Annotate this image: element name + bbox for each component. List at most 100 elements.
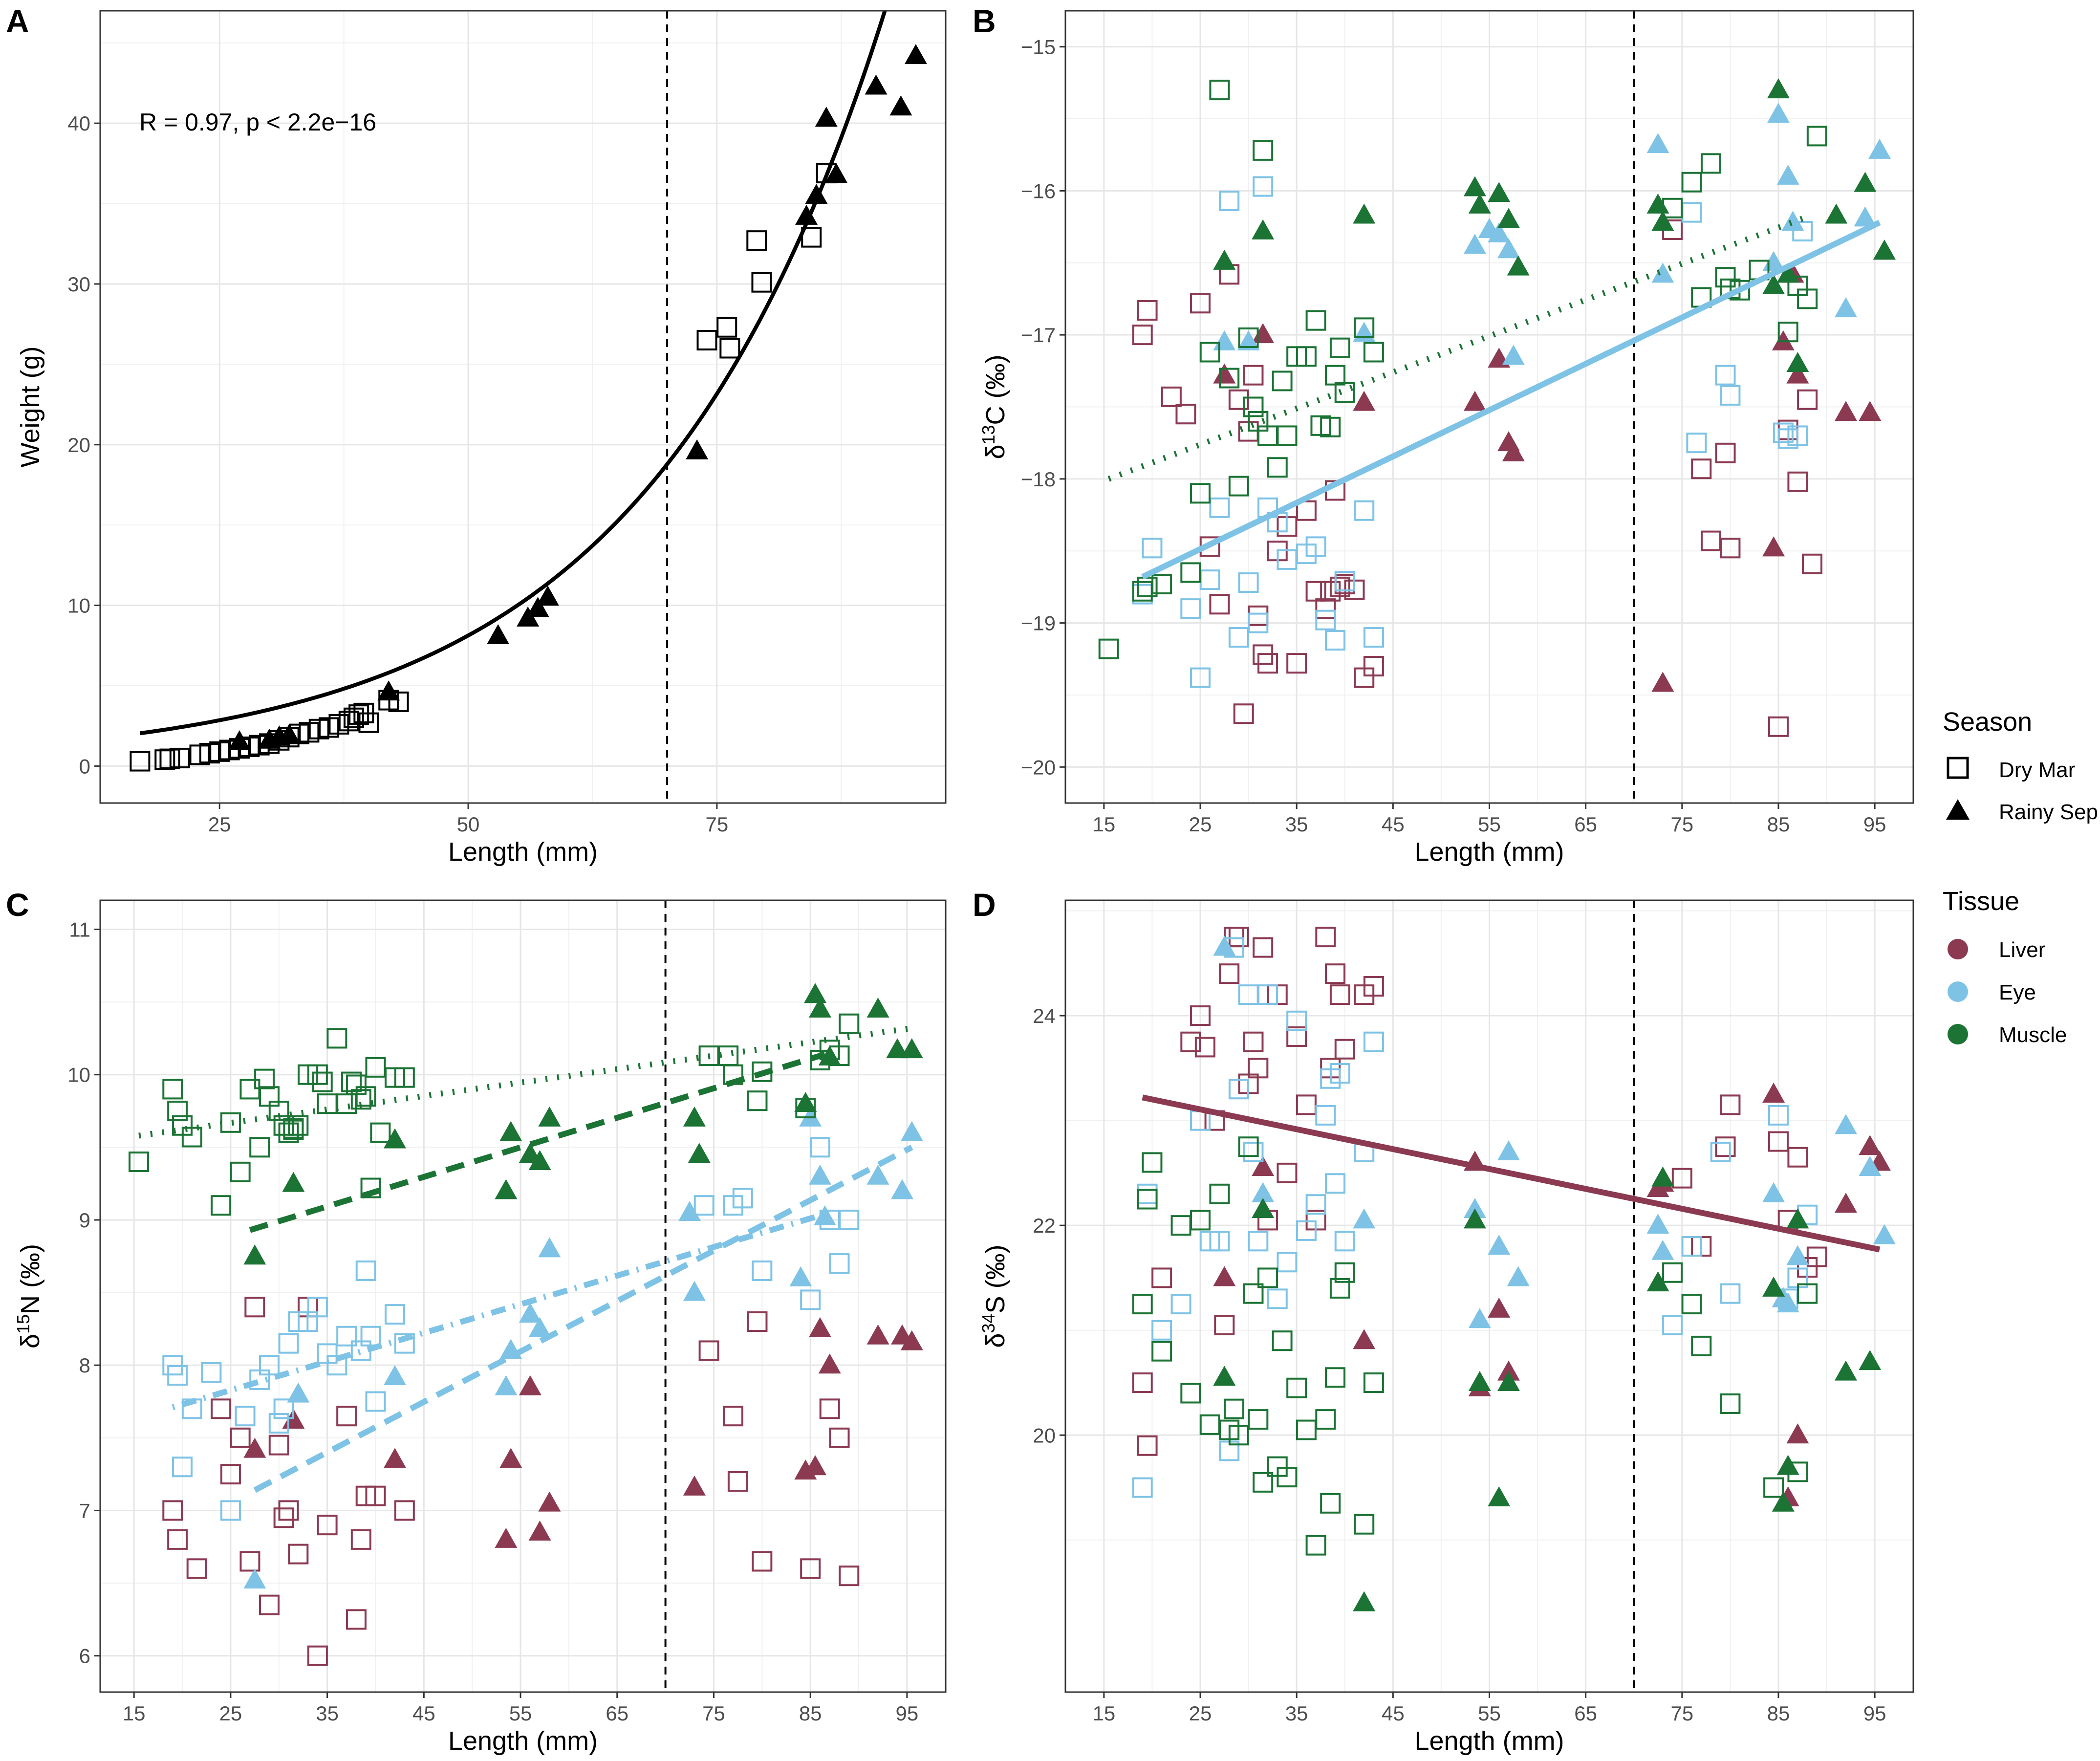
point-liver-dry-mar (1787, 1147, 1808, 1168)
point-rainy-sep (377, 680, 400, 701)
point-eye-rainy-sep (678, 1201, 701, 1221)
point-eye-dry-mar (394, 1333, 415, 1354)
x-tick-label: 55 (1478, 1702, 1501, 1725)
point-liver-rainy-sep (538, 1491, 561, 1512)
point-liver-rainy-sep (1213, 363, 1236, 384)
y-tick-label: 11 (69, 918, 90, 941)
point-liver-dry-mar (259, 1594, 280, 1615)
y-tick-label: −18 (1021, 468, 1056, 491)
point-rainy-sep (889, 95, 912, 116)
point-liver-rainy-sep (1252, 1156, 1275, 1176)
point-muscle-rainy-sep (1463, 176, 1486, 196)
point-eye-rainy-sep (1834, 1114, 1857, 1134)
point-eye-rainy-sep (287, 1382, 310, 1403)
point-liver-dry-mar (752, 1551, 773, 1572)
point-muscle-dry-mar (1315, 1409, 1336, 1430)
point-liver-dry-mar (1253, 937, 1274, 958)
x-tick-label: 35 (316, 1702, 339, 1725)
point-liver-rainy-sep (1353, 1329, 1376, 1349)
point-eye-dry-mar (1170, 1294, 1191, 1315)
point-liver-dry-mar (1277, 1162, 1298, 1183)
fit-line-muscle-dotted (138, 1025, 912, 1139)
point-muscle-rainy-sep (818, 1045, 841, 1066)
point-liver-dry-mar (1132, 1372, 1153, 1393)
point-liver-dry-mar (239, 1551, 260, 1572)
y-axis-title: δ13C (‰) (978, 354, 1011, 459)
point-muscle-dry-mar (162, 1079, 183, 1100)
x-tick-label: 75 (1670, 813, 1693, 836)
point-eye-dry-mar (752, 1260, 773, 1281)
point-muscle-dry-mar (1296, 1419, 1317, 1440)
point-eye-dry-mar (201, 1362, 222, 1383)
point-muscle-rainy-sep (1854, 172, 1877, 192)
point-liver-rainy-sep (499, 1448, 522, 1468)
panel-a-weight-vs-length: 25 50 75 0 10 20 30 40 Length (mm) Weight (g) R = … (16, 10, 947, 867)
point-muscle-rainy-sep (495, 1179, 518, 1199)
point-liver-dry-mar (839, 1565, 860, 1587)
point-eye-dry-mar (1180, 598, 1201, 619)
point-eye-rainy-sep (1859, 1156, 1882, 1176)
point-muscle-dry-mar (1257, 1267, 1278, 1288)
point-muscle-dry-mar (1363, 342, 1384, 363)
point-muscle-dry-mar (718, 1045, 739, 1066)
point-liver-dry-mar (829, 1427, 850, 1448)
point-liver-dry-mar (162, 1500, 183, 1521)
point-eye-rainy-sep (1651, 1239, 1674, 1260)
point-muscle-dry-mar (1363, 1372, 1384, 1393)
panel-tag-d: D (973, 887, 996, 923)
point-eye-dry-mar (1142, 538, 1163, 559)
point-muscle-rainy-sep (804, 983, 827, 1003)
point-liver-dry-mar (211, 1398, 232, 1419)
x-tick-label: 45 (412, 1702, 435, 1725)
point-muscle-dry-mar (1296, 346, 1317, 367)
point-eye-dry-mar (800, 1289, 821, 1310)
point-liver-dry-mar (1248, 1058, 1269, 1079)
point-muscle-dry-mar (1681, 1294, 1702, 1315)
x-tick-label: 25 (208, 813, 231, 836)
x-tick-label: 95 (896, 1702, 919, 1725)
point-muscle-dry-mar (1700, 153, 1721, 174)
point-eye-dry-mar (355, 1260, 376, 1281)
point-muscle-dry-mar (1305, 310, 1326, 331)
point-muscle-dry-mar (1190, 483, 1211, 504)
x-tick-label: 45 (1382, 1702, 1405, 1725)
point-eye-dry-mar (1257, 984, 1278, 1005)
x-tick-label: 15 (123, 1702, 146, 1725)
point-eye-dry-mar (220, 1500, 241, 1521)
point-liver-rainy-sep (900, 1330, 923, 1350)
legend-label-eye: Eye (1999, 980, 2036, 1004)
point-eye-rainy-sep (1213, 935, 1236, 956)
x-tick-label: 55 (509, 1702, 532, 1725)
point-muscle-dry-mar (1219, 368, 1240, 389)
point-muscle-rainy-sep (1497, 208, 1520, 228)
point-muscle-rainy-sep (1651, 1166, 1674, 1187)
point-muscle-rainy-sep (1776, 262, 1799, 283)
point-muscle-rainy-sep (1468, 193, 1491, 214)
point-eye-rainy-sep (1776, 164, 1799, 185)
point-muscle-dry-mar (1253, 1472, 1274, 1493)
point-muscle-dry-mar (211, 1195, 232, 1216)
panel-frame (99, 10, 947, 804)
point-muscle-dry-mar (181, 1127, 202, 1148)
point-liver-rainy-sep (528, 1521, 551, 1541)
fit-line-eye-solid (1141, 219, 1881, 580)
point-liver-dry-mar (1243, 1031, 1264, 1052)
point-rainy-sep (228, 730, 251, 751)
plot-area (1132, 927, 1896, 1611)
point-eye-rainy-sep (1488, 1235, 1511, 1255)
x-axis-title: Length (mm) (1414, 1726, 1564, 1756)
point-eye-dry-mar (1209, 497, 1230, 518)
point-muscle-rainy-sep (1497, 1371, 1520, 1391)
point-muscle-rainy-sep (1353, 203, 1376, 224)
point-eye-rainy-sep (1507, 1266, 1530, 1286)
x-tick-label: 95 (1863, 813, 1886, 836)
fit-line-muscle-dotted (1107, 214, 1809, 482)
legend-square-marker (1947, 757, 1969, 779)
point-liver-rainy-sep (1834, 1193, 1857, 1213)
y-tick-label: 20 (67, 434, 90, 457)
point-eye-rainy-sep (1762, 1182, 1785, 1202)
point-rainy-sep (686, 439, 709, 459)
point-muscle-dry-mar (1797, 1283, 1818, 1304)
point-eye-rainy-sep (1776, 1292, 1799, 1313)
x-tick-label: 35 (1285, 1702, 1308, 1725)
